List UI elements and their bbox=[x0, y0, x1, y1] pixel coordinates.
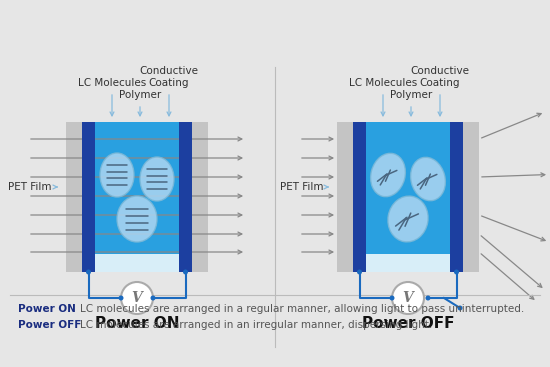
Circle shape bbox=[357, 269, 362, 275]
Ellipse shape bbox=[100, 153, 134, 197]
Bar bbox=[95, 254, 179, 272]
Circle shape bbox=[389, 295, 394, 301]
Text: PET Film: PET Film bbox=[8, 182, 52, 192]
Circle shape bbox=[151, 295, 156, 301]
Text: Conductive
Coating: Conductive Coating bbox=[140, 66, 199, 88]
Circle shape bbox=[121, 282, 153, 314]
Circle shape bbox=[426, 295, 431, 301]
Text: LC Molecules: LC Molecules bbox=[349, 78, 417, 88]
Text: Polymer: Polymer bbox=[390, 90, 432, 100]
Ellipse shape bbox=[117, 196, 157, 242]
Circle shape bbox=[454, 269, 459, 275]
Text: Conductive
Coating: Conductive Coating bbox=[410, 66, 470, 88]
Circle shape bbox=[458, 305, 463, 310]
Bar bbox=[450, 122, 463, 272]
Ellipse shape bbox=[140, 157, 174, 201]
Bar bbox=[192, 122, 208, 272]
Text: Power ON: Power ON bbox=[95, 316, 179, 331]
Circle shape bbox=[183, 269, 188, 275]
Text: V: V bbox=[131, 291, 142, 305]
Text: PET Film: PET Film bbox=[279, 182, 323, 192]
Bar bbox=[179, 122, 192, 272]
Text: Power OFF: Power OFF bbox=[18, 320, 81, 330]
Text: Power OFF: Power OFF bbox=[362, 316, 454, 331]
Ellipse shape bbox=[388, 196, 428, 242]
Bar bbox=[353, 122, 463, 272]
Circle shape bbox=[86, 269, 91, 275]
Ellipse shape bbox=[411, 157, 446, 201]
Text: V: V bbox=[403, 291, 414, 305]
Text: LC molecules are arranged in a regular manner, allowing light to pass uninterrup: LC molecules are arranged in a regular m… bbox=[80, 304, 524, 314]
Bar bbox=[82, 122, 95, 272]
Ellipse shape bbox=[371, 153, 405, 197]
Bar bbox=[66, 122, 82, 272]
Circle shape bbox=[118, 295, 124, 301]
Text: Polymer: Polymer bbox=[119, 90, 161, 100]
Text: Power ON: Power ON bbox=[18, 304, 76, 314]
Bar bbox=[82, 122, 192, 272]
Bar bbox=[353, 122, 366, 272]
Bar bbox=[337, 122, 353, 272]
Text: LC Molecules: LC Molecules bbox=[78, 78, 146, 88]
Circle shape bbox=[392, 282, 424, 314]
Text: LC molecules are arranged in an irregular manner, dispersing light.: LC molecules are arranged in an irregula… bbox=[80, 320, 432, 330]
Bar bbox=[463, 122, 479, 272]
Bar bbox=[366, 254, 450, 272]
